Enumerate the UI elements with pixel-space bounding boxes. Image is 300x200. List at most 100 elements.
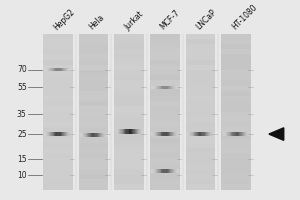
Bar	[61, 68, 62, 71]
Bar	[114, 91, 144, 96]
Bar	[177, 169, 178, 173]
Bar	[67, 68, 68, 71]
Bar	[159, 86, 160, 89]
Bar	[114, 127, 144, 132]
Bar	[43, 80, 73, 86]
Bar	[79, 158, 108, 164]
Bar	[191, 132, 192, 136]
Bar	[221, 164, 251, 169]
Bar	[133, 129, 134, 134]
Bar	[56, 68, 57, 71]
Bar	[175, 132, 176, 136]
Bar	[208, 132, 209, 136]
Bar	[43, 86, 73, 91]
Bar	[126, 129, 127, 134]
Bar	[221, 179, 251, 184]
Bar	[60, 68, 61, 71]
Bar	[124, 129, 125, 134]
Bar	[79, 65, 108, 70]
Bar	[196, 132, 197, 136]
Bar	[228, 132, 229, 136]
Bar	[171, 86, 172, 89]
Bar	[158, 132, 159, 136]
Bar	[114, 153, 144, 158]
Bar	[101, 133, 102, 137]
Bar	[168, 169, 169, 173]
Text: HT-1080: HT-1080	[230, 3, 259, 32]
Bar	[225, 132, 226, 136]
Bar	[223, 132, 224, 136]
Bar	[192, 132, 193, 136]
Bar	[203, 132, 204, 136]
Bar	[186, 49, 215, 54]
Bar	[169, 86, 170, 89]
Bar	[243, 132, 244, 136]
Bar	[170, 86, 171, 89]
Bar	[150, 117, 180, 122]
Bar	[79, 86, 108, 91]
Bar	[127, 129, 128, 134]
Bar	[171, 132, 172, 136]
Bar	[100, 133, 101, 137]
Bar	[114, 169, 144, 174]
Bar	[239, 132, 240, 136]
Bar	[64, 68, 65, 71]
Bar	[87, 133, 88, 137]
Bar	[150, 80, 180, 86]
Bar	[119, 129, 120, 134]
Bar	[186, 44, 215, 49]
Bar	[172, 86, 173, 89]
Bar	[189, 132, 190, 136]
Bar	[60, 132, 61, 136]
Bar	[165, 169, 166, 173]
Bar	[238, 132, 239, 136]
Bar	[83, 133, 84, 137]
Bar	[174, 132, 175, 136]
Bar	[160, 86, 161, 89]
Bar	[79, 34, 108, 39]
Bar	[80, 133, 81, 137]
Bar	[99, 133, 100, 137]
Bar	[134, 129, 135, 134]
Bar	[206, 132, 207, 136]
FancyBboxPatch shape	[79, 34, 108, 190]
Bar	[150, 65, 180, 70]
Bar	[60, 68, 61, 71]
Bar	[158, 169, 159, 173]
Bar	[67, 132, 68, 136]
Bar	[161, 86, 162, 89]
Bar	[79, 117, 108, 122]
Bar	[150, 49, 180, 54]
Bar	[70, 68, 71, 71]
Bar	[167, 86, 168, 89]
Bar	[114, 39, 144, 44]
Bar	[117, 129, 118, 134]
Bar	[79, 179, 108, 184]
FancyBboxPatch shape	[221, 34, 251, 190]
Bar	[114, 143, 144, 148]
Bar	[150, 138, 180, 143]
Bar	[114, 75, 144, 80]
Bar	[43, 132, 73, 138]
Bar	[221, 101, 251, 106]
Bar	[79, 101, 108, 106]
Bar	[44, 132, 45, 136]
Bar	[164, 132, 165, 136]
Bar	[160, 86, 161, 89]
Bar	[205, 132, 206, 136]
Bar	[162, 169, 163, 173]
Bar	[53, 132, 54, 136]
Bar	[213, 132, 214, 136]
Bar	[186, 34, 215, 39]
Bar	[176, 132, 177, 136]
Bar	[93, 133, 94, 137]
Bar	[167, 132, 168, 136]
Bar	[158, 86, 159, 89]
Bar	[102, 133, 103, 137]
Bar	[221, 132, 251, 138]
Bar	[166, 86, 167, 89]
Bar	[43, 106, 73, 112]
Bar	[88, 133, 89, 137]
Bar	[43, 91, 73, 96]
Bar	[157, 169, 158, 173]
